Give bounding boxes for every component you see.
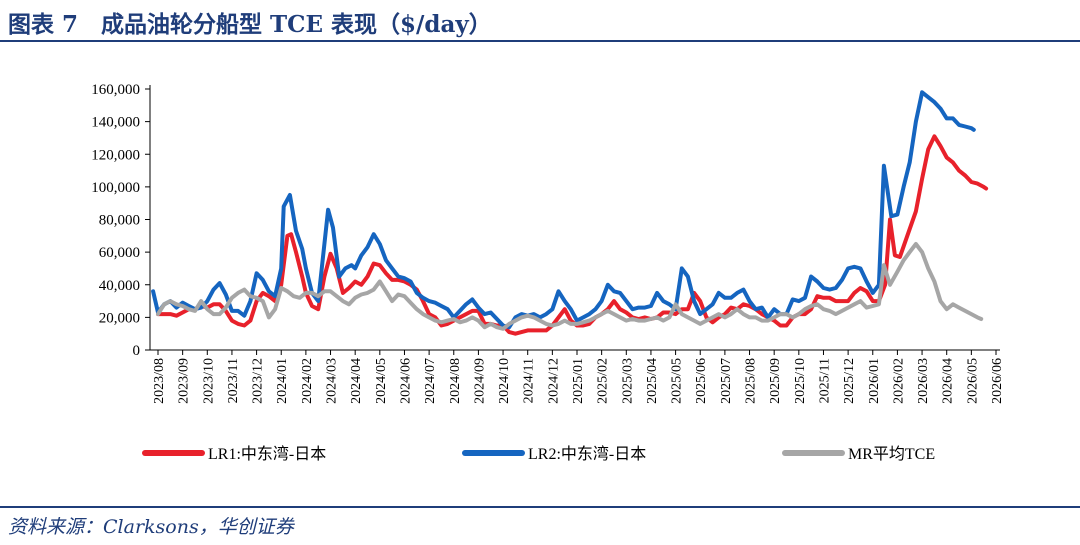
x-tick-label: 2025/06 xyxy=(694,358,709,404)
x-tick-label: 2025/11 xyxy=(817,358,832,403)
source-divider xyxy=(0,506,1080,508)
x-tick-label: 2023/08 xyxy=(152,358,167,404)
series-line-2 xyxy=(151,90,976,330)
x-tick-label: 2024/12 xyxy=(546,358,561,404)
x-tick-label: 2023/12 xyxy=(251,358,266,404)
y-tick-label: 160,000 xyxy=(91,82,140,98)
x-tick-label: 2025/03 xyxy=(620,358,635,404)
y-tick-label: 40,000 xyxy=(99,278,140,294)
y-tick-label: 80,000 xyxy=(99,213,140,229)
x-tick-label: 2025/04 xyxy=(645,358,660,404)
axes: 0 20,000 40,000 60,000 80,000 100,000 120,000 1… xyxy=(91,82,1005,404)
y-tick-label: 60,000 xyxy=(99,245,140,261)
x-tick-label: 2023/10 xyxy=(201,358,216,404)
x-tick-label: 2024/08 xyxy=(448,358,463,404)
y-tick-label: 140,000 xyxy=(91,115,140,131)
header: 图表 7 成品油轮分船型 TCE 表现（$/day） xyxy=(0,0,1080,46)
source-note: 资料来源：Clarksons，华创证券 xyxy=(8,516,294,538)
x-tick-label: 2024/07 xyxy=(423,358,438,404)
x-tick-label: 2026/05 xyxy=(965,358,980,404)
x-tick-label: 2024/09 xyxy=(472,358,487,404)
x-tick-label: 2024/11 xyxy=(522,358,537,403)
x-tick-label: 2025/09 xyxy=(768,358,783,404)
x-tick-label: 2023/11 xyxy=(226,358,241,403)
legend-label-2: LR2:中东湾-日本 xyxy=(528,445,646,463)
x-tick-label: 2024/05 xyxy=(374,358,389,404)
legend-label-1: LR1:中东湾-日本 xyxy=(208,445,326,463)
x-tick-label: 2025/01 xyxy=(571,358,586,404)
x-tick-label: 2026/03 xyxy=(916,358,931,404)
x-tick-label: 2025/05 xyxy=(670,358,685,404)
x-tick-label: 2024/02 xyxy=(300,358,315,404)
legend-label-3: MR平均TCE xyxy=(848,445,935,463)
y-tick-label: 0 xyxy=(133,343,141,359)
x-tick-label: 2023/09 xyxy=(177,358,192,404)
x-tick-label: 2025/10 xyxy=(793,358,808,404)
x-tick-label: 2024/03 xyxy=(325,358,340,404)
x-tick-label: 2024/04 xyxy=(349,358,364,404)
x-tick-label: 2024/10 xyxy=(497,358,512,404)
y-tick-label: 100,000 xyxy=(91,180,140,196)
x-tick-label: 2025/02 xyxy=(596,358,611,404)
series-line-1 xyxy=(156,134,989,336)
series-line-3 xyxy=(156,242,984,331)
x-tick-label: 2026/02 xyxy=(891,358,906,404)
tce-line-chart: 0 20,000 40,000 60,000 80,000 100,000 120,000 1… xyxy=(91,82,1005,463)
x-tick-label: 2024/06 xyxy=(398,358,413,404)
x-tick-label: 2026/01 xyxy=(867,358,882,404)
x-tick-label: 2026/04 xyxy=(941,358,956,404)
x-tick-label: 2025/12 xyxy=(842,358,857,404)
x-tick-label: 2025/07 xyxy=(719,358,734,404)
x-tick-label: 2025/08 xyxy=(744,358,759,404)
page-title: 图表 7 成品油轮分船型 TCE 表现（$/day） xyxy=(8,11,492,38)
x-tick-label: 2026/06 xyxy=(990,358,1005,404)
title-divider xyxy=(0,40,1080,42)
legend: LR1:中东湾-日本 LR2:中东湾-日本 MR平均TCE xyxy=(142,445,935,463)
series-lines xyxy=(151,90,989,336)
y-tick-label: 20,000 xyxy=(99,310,140,326)
y-tick-label: 120,000 xyxy=(91,147,140,163)
x-tick-label: 2024/01 xyxy=(275,358,290,404)
